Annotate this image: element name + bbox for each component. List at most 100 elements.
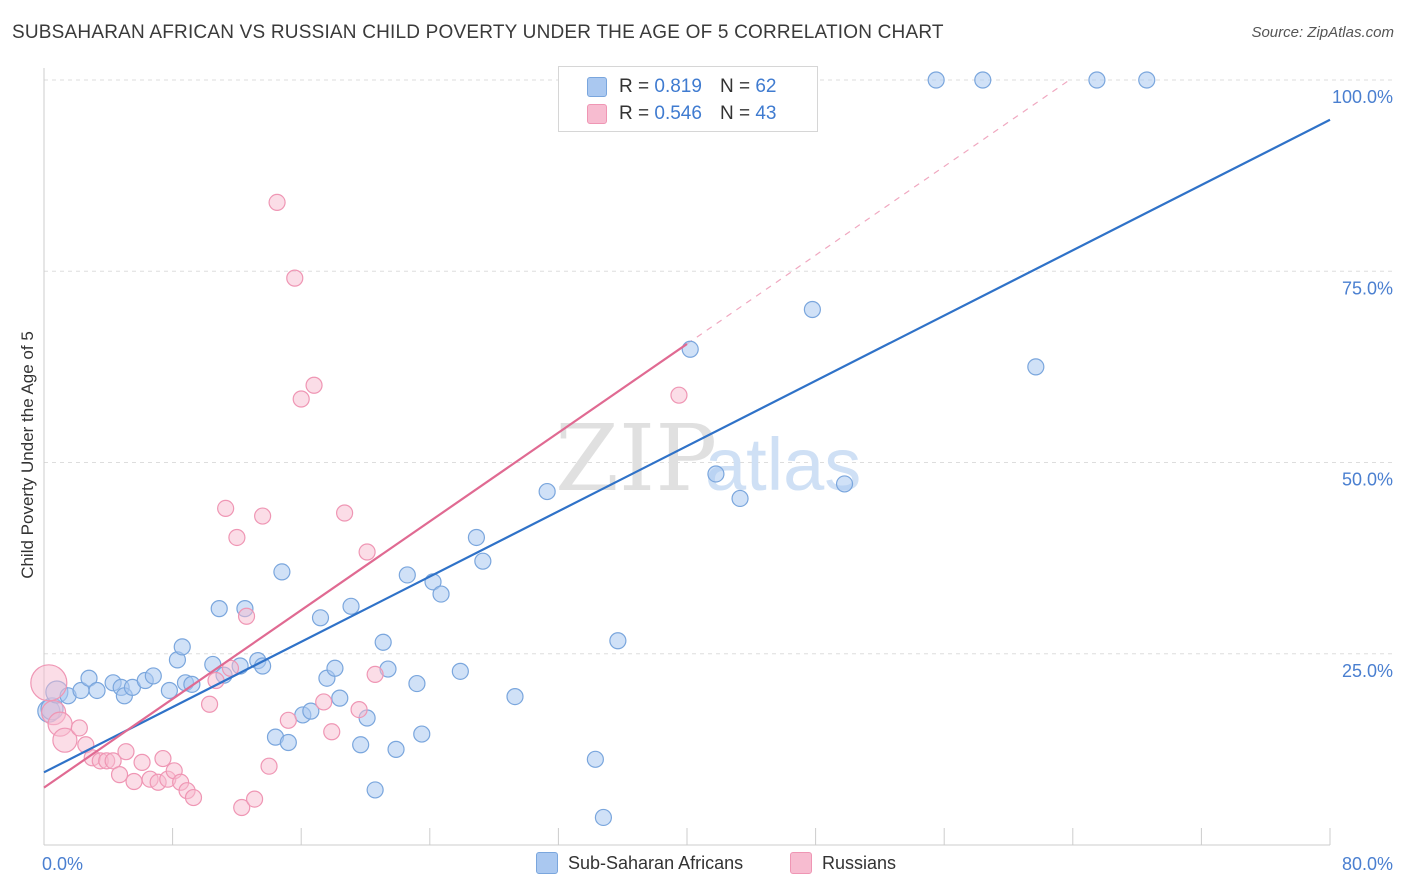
russians-trend-extension bbox=[686, 79, 1070, 345]
russians-point bbox=[350, 700, 368, 719]
x-tick-label: 0.0% bbox=[42, 854, 83, 874]
sub-saharan-point bbox=[835, 475, 854, 493]
russians-point bbox=[323, 723, 341, 741]
legend: R = 0.819 N = 62 R = 0.546 N = 43 bbox=[558, 66, 818, 132]
chart-title: SUBSAHARAN AFRICAN VS RUSSIAN CHILD POVE… bbox=[12, 22, 944, 43]
russians-point bbox=[200, 695, 219, 713]
sub-saharan-point bbox=[474, 552, 492, 570]
sub-saharan-point bbox=[609, 632, 627, 650]
russians-point bbox=[104, 752, 122, 770]
russians-point bbox=[279, 711, 297, 729]
bottom-legend-label: Sub-Saharan Africans bbox=[568, 852, 744, 873]
sub-saharan-point bbox=[366, 781, 384, 799]
sub-saharan-point bbox=[160, 681, 178, 700]
sub-saharan-point bbox=[311, 609, 330, 627]
trend-lines bbox=[43, 118, 1331, 789]
watermark-atlas: atlas bbox=[705, 423, 861, 506]
sub-saharan-point bbox=[80, 669, 98, 687]
russians-point bbox=[52, 727, 78, 753]
russians-point bbox=[233, 798, 251, 817]
axes bbox=[43, 68, 1331, 846]
y-axis-title: Child Poverty Under the Age of 5 bbox=[18, 331, 37, 579]
legend-swatch-blue bbox=[587, 77, 607, 97]
russians-point bbox=[260, 757, 278, 775]
sub-saharan-point bbox=[467, 528, 486, 547]
russians-point bbox=[336, 504, 354, 522]
legend-n-value: 62 bbox=[755, 76, 777, 97]
russians-point bbox=[70, 719, 88, 737]
x-tick-labels: 0.0% 80.0% bbox=[42, 854, 1393, 874]
bottom-legend-sub-saharan[interactable]: Sub-Saharan Africans bbox=[536, 852, 743, 874]
sub-saharan-point bbox=[432, 585, 450, 603]
legend-n-label: N = bbox=[719, 76, 751, 97]
sub-saharan-point bbox=[387, 740, 405, 758]
russians-point bbox=[184, 788, 203, 807]
russians-point bbox=[237, 607, 256, 625]
russians-point bbox=[315, 693, 333, 711]
russians-trend-line bbox=[43, 343, 688, 789]
sub-saharan-point bbox=[451, 662, 469, 680]
sub-saharan-point bbox=[974, 71, 992, 89]
sub-saharan-point bbox=[273, 563, 291, 581]
sub-saharan-point bbox=[707, 465, 725, 483]
sub-saharan-point bbox=[731, 489, 749, 508]
bottom-legend-swatch-blue bbox=[536, 852, 558, 874]
bottom-legend-swatch-pink bbox=[790, 852, 812, 874]
russians-point bbox=[268, 193, 286, 211]
y-tick-label: 100.0% bbox=[1332, 87, 1393, 107]
sub-saharan-point bbox=[927, 71, 945, 89]
y-tick-label: 75.0% bbox=[1342, 278, 1393, 298]
russians-point bbox=[292, 390, 310, 408]
russians-point bbox=[133, 753, 151, 771]
legend-swatch-pink bbox=[587, 104, 607, 124]
legend-r-value: 0.819 bbox=[654, 76, 702, 97]
legend-n-value: 43 bbox=[755, 103, 777, 124]
sub-saharan-point bbox=[538, 482, 556, 501]
legend-r-value: 0.546 bbox=[654, 103, 702, 124]
sub-saharan-point bbox=[398, 566, 416, 584]
y-tick-label: 50.0% bbox=[1342, 470, 1393, 490]
y-tick-label: 25.0% bbox=[1342, 661, 1393, 681]
russians-point bbox=[154, 749, 172, 768]
legend-row-russians: R = 0.546 N = 43 bbox=[587, 101, 776, 127]
sub-saharan-point bbox=[331, 689, 349, 707]
watermark: ZIP atlas bbox=[555, 405, 861, 512]
x-tick-label: 80.0% bbox=[1342, 854, 1393, 874]
russians-point bbox=[358, 543, 376, 561]
russians-point bbox=[286, 269, 304, 287]
grid-lines bbox=[44, 79, 1395, 655]
russians-point bbox=[217, 499, 235, 517]
legend-r-label: R = bbox=[619, 103, 650, 124]
legend-n-label: N = bbox=[719, 103, 751, 124]
russians-point bbox=[117, 743, 135, 761]
source-label: Source: ZipAtlas.com bbox=[1251, 24, 1394, 41]
sub-saharan-point bbox=[352, 736, 370, 754]
sub-saharan-point bbox=[594, 808, 613, 827]
russians-point bbox=[228, 528, 246, 547]
sub-saharan-point bbox=[342, 597, 360, 615]
russians-point bbox=[305, 376, 323, 394]
russians-point bbox=[110, 766, 129, 784]
russians-point bbox=[30, 664, 68, 702]
sub-saharan-point bbox=[408, 674, 426, 693]
russians-points bbox=[30, 193, 688, 817]
sub-saharan-point bbox=[144, 667, 162, 685]
russians-trend-extension-line bbox=[686, 79, 1070, 345]
bottom-legend-russians[interactable]: Russians bbox=[790, 852, 896, 874]
sub-saharan-point bbox=[1088, 71, 1106, 89]
sub-saharan-point bbox=[803, 300, 821, 319]
legend-r-label: R = bbox=[619, 76, 650, 97]
russians-point bbox=[245, 790, 264, 808]
sub-saharan-point bbox=[173, 638, 191, 656]
russians-point bbox=[670, 386, 688, 404]
y-tick-labels: 25.0% 50.0% 75.0% 100.0% bbox=[1332, 87, 1393, 681]
sub-saharan-point bbox=[506, 687, 524, 706]
sub-saharan-point bbox=[210, 600, 228, 618]
sub-saharan-point bbox=[586, 750, 604, 768]
sub-saharan-point bbox=[302, 702, 320, 720]
sub-saharan-point bbox=[88, 681, 106, 700]
sub-saharan-point bbox=[279, 733, 297, 752]
sub-saharan-point bbox=[681, 340, 699, 358]
sub-saharan-point bbox=[1027, 358, 1045, 376]
